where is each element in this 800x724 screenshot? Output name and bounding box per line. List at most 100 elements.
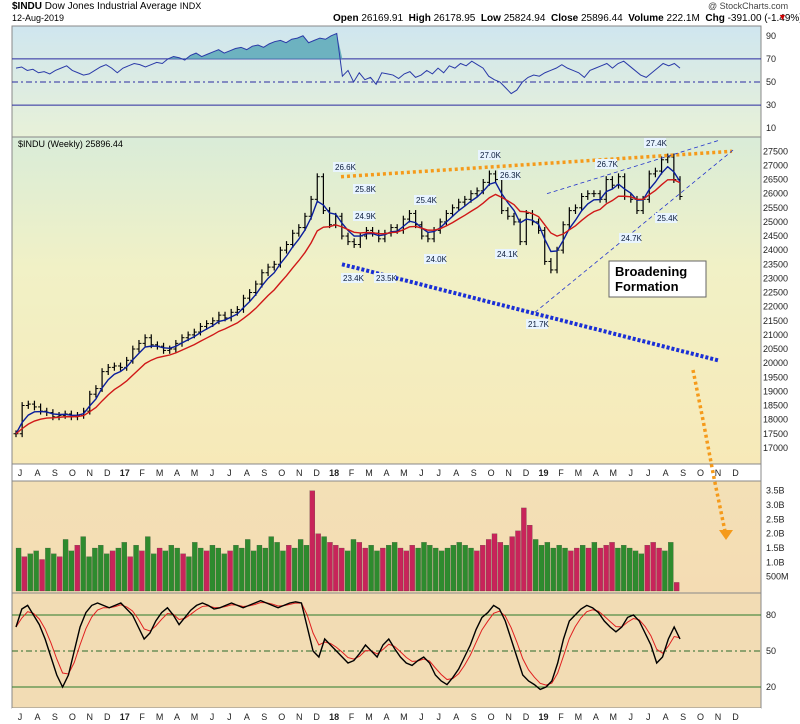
volume-bar — [409, 545, 415, 592]
volume-bar — [421, 542, 427, 592]
volume-bar — [344, 550, 351, 592]
volume-ytick: 2.0B — [766, 529, 785, 539]
volume-bar — [339, 547, 345, 592]
x-tick-top: 17 — [120, 468, 130, 478]
price-ytick-23500: 23500 — [763, 259, 788, 269]
value-label-bg — [353, 211, 375, 221]
x-tick-bottom: A — [383, 712, 389, 722]
value-label: 26.3K — [500, 171, 522, 180]
volume-ytick: 2.5B — [766, 514, 785, 524]
x-tick-bottom: M — [365, 712, 373, 722]
x-tick-top: A — [174, 468, 180, 478]
x-tick-top: D — [104, 468, 111, 478]
volume-bar — [621, 545, 627, 592]
value-label: 25.4K — [416, 196, 438, 205]
value-label-bg — [495, 249, 517, 259]
volume-bar — [162, 550, 169, 592]
volume-bar — [609, 542, 615, 592]
volume-bar — [297, 539, 304, 592]
price-ytick-18000: 18000 — [763, 415, 788, 425]
volume-bar — [151, 553, 157, 592]
x-tick-bottom: D — [732, 712, 739, 722]
x-tick-bottom: D — [313, 712, 320, 722]
x-tick-top: F — [139, 468, 145, 478]
x-tick-top: M — [365, 468, 373, 478]
x-tick-top: A — [453, 468, 459, 478]
x-tick-bottom: A — [593, 712, 599, 722]
volume-bar — [303, 545, 310, 592]
x-tick-bottom: F — [349, 712, 355, 722]
volume-bar — [550, 547, 556, 592]
value-label: 27.0K — [480, 151, 502, 160]
x-tick-bottom: 19 — [538, 712, 548, 722]
x-tick-top: M — [191, 468, 199, 478]
volume-bar — [521, 507, 527, 592]
volume-bar — [591, 542, 598, 592]
volume-bar — [86, 556, 92, 592]
value-label: 21.7K — [528, 320, 550, 329]
x-tick-bottom: N — [505, 712, 512, 722]
x-tick-top: A — [593, 468, 599, 478]
price-ytick-26000: 26000 — [763, 189, 788, 199]
x-tick-top: M — [575, 468, 583, 478]
volume-bar — [644, 545, 650, 592]
volume-bar — [333, 545, 339, 592]
x-tick-top: M — [610, 468, 618, 478]
price-ytick-22000: 22000 — [763, 302, 788, 312]
value-label: 25.8K — [355, 185, 377, 194]
price-panel — [11, 136, 762, 465]
x-tick-top: S — [52, 468, 58, 478]
volume-bar — [450, 545, 457, 592]
volume-bar — [280, 550, 286, 592]
value-label-bg — [341, 273, 363, 283]
value-label: 24.0K — [426, 255, 448, 264]
volume-bar — [192, 542, 198, 592]
volume-bar — [374, 550, 380, 592]
volume-bar — [315, 533, 321, 592]
price-ytick-21000: 21000 — [763, 330, 788, 340]
close-label: Close — [550, 13, 579, 24]
pattern-label-box — [608, 260, 707, 298]
symbol: $INDU — [12, 1, 43, 12]
volume-ytick: 500M — [766, 572, 789, 582]
value-label: 24.7K — [621, 234, 643, 243]
x-tick-top: S — [680, 468, 686, 478]
x-tick-bottom: M — [400, 712, 408, 722]
x-tick-bottom: O — [278, 712, 285, 722]
volume-bar — [209, 545, 216, 592]
volume-ytick: 3.0B — [766, 500, 785, 510]
x-tick-bottom: D — [523, 712, 530, 722]
volume-bar — [397, 547, 404, 592]
value-label-bg — [353, 184, 375, 194]
price-ytick-19000: 19000 — [763, 386, 788, 396]
resistance-line — [340, 149, 733, 179]
x-tick-top: M — [156, 468, 164, 478]
pattern-label-line1: Broadening — [615, 264, 687, 279]
x-tick-top: S — [471, 468, 477, 478]
volume-bar — [115, 547, 122, 592]
x-tick-bottom: O — [488, 712, 495, 722]
volume-ytick: 1.0B — [766, 557, 785, 567]
volume-bar — [433, 547, 439, 592]
price-ytick-27000: 27000 — [763, 160, 788, 170]
x-tick-bottom: J — [629, 712, 634, 722]
volume-bar — [532, 539, 539, 592]
x-tick-bottom: 18 — [329, 712, 339, 722]
price-ytick-25000: 25000 — [763, 217, 788, 227]
volume-bar — [527, 525, 533, 592]
price-ytick-20000: 20000 — [763, 358, 788, 368]
volume-bar — [503, 545, 509, 592]
volume-bar — [327, 542, 333, 592]
x-tick-top: A — [244, 468, 250, 478]
volume-ytick: 3.5B — [766, 486, 785, 496]
top-ytick-10: 10 — [766, 123, 776, 133]
projection-arrow-icon — [719, 530, 733, 540]
stoch-ytick-50: 50 — [766, 646, 776, 656]
volume-bar — [21, 556, 28, 592]
volume-bar — [74, 545, 80, 592]
value-label-bg — [424, 254, 446, 264]
channel-lower-line — [534, 148, 736, 313]
x-tick-top: M — [400, 468, 408, 478]
x-tick-bottom: J — [419, 712, 424, 722]
x-tick-top: 18 — [329, 468, 339, 478]
